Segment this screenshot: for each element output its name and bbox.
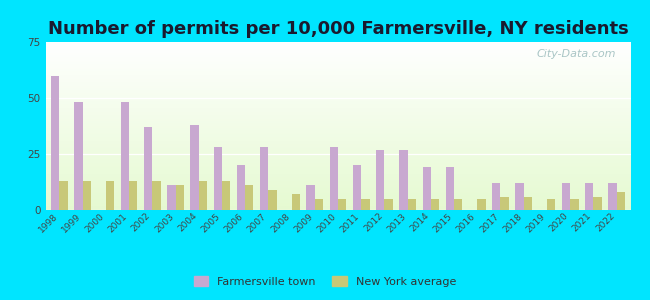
Bar (106, 181, 114, 210)
Bar (121, 103, 129, 210)
Bar (454, 199, 462, 210)
Bar (83, 181, 91, 210)
Bar (292, 194, 300, 210)
Bar (176, 185, 184, 210)
Bar (306, 185, 315, 210)
Bar (376, 149, 384, 210)
Bar (260, 147, 268, 210)
Bar (562, 183, 570, 210)
Bar (51, 76, 59, 210)
Bar (144, 127, 152, 210)
Bar (338, 199, 346, 210)
Bar (245, 185, 254, 210)
Bar (399, 149, 408, 210)
Bar (74, 103, 83, 210)
Bar (492, 183, 500, 210)
Bar (353, 165, 361, 210)
Bar (593, 196, 602, 210)
Bar (152, 181, 161, 210)
Bar (585, 183, 593, 210)
Bar (167, 185, 176, 210)
Bar (408, 199, 416, 210)
Bar (59, 181, 68, 210)
Bar (129, 181, 137, 210)
Bar (446, 167, 454, 210)
Bar (315, 199, 323, 210)
Bar (222, 181, 230, 210)
Bar (524, 196, 532, 210)
Bar (237, 165, 245, 210)
Bar (384, 199, 393, 210)
Bar (500, 196, 509, 210)
Bar (214, 147, 222, 210)
Text: City-Data.com: City-Data.com (536, 49, 616, 59)
Bar (422, 167, 431, 210)
Bar (431, 199, 439, 210)
Legend: Farmersville town, New York average: Farmersville town, New York average (189, 272, 461, 291)
Bar (617, 192, 625, 210)
Bar (477, 199, 486, 210)
Bar (361, 199, 370, 210)
Bar (199, 181, 207, 210)
Bar (268, 190, 277, 210)
Bar (570, 199, 578, 210)
Bar (190, 125, 199, 210)
Title: Number of permits per 10,000 Farmersville, NY residents: Number of permits per 10,000 Farmersvill… (47, 20, 629, 38)
Bar (547, 199, 555, 210)
Bar (608, 183, 617, 210)
Bar (330, 147, 338, 210)
Bar (515, 183, 524, 210)
